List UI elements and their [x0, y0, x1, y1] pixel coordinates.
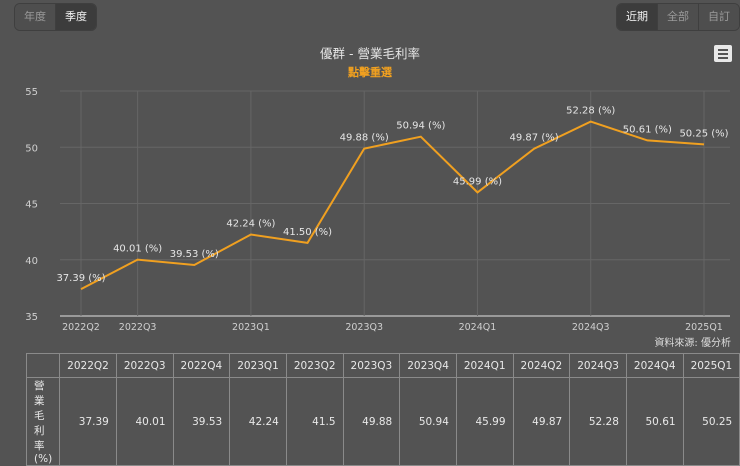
- table-row: 營業毛利率(%) 37.39 40.01 39.53 42.24 41.5 49.88 50.…: [25, 377, 740, 466]
- table-cell: 45.99: [455, 377, 514, 466]
- y-tick-label: 35: [25, 312, 38, 323]
- x-tick-label: 2022Q3: [119, 322, 157, 333]
- chart-grid: [60, 90, 730, 317]
- data-label: 52.28 (%): [566, 106, 615, 117]
- data-source: 資料來源: 優分析: [654, 338, 731, 349]
- table-cell: 49.87: [512, 377, 571, 466]
- table-header-cell: 2024Q3: [569, 353, 627, 378]
- recent-button[interactable]: 近期: [617, 4, 658, 30]
- table-cell: 37.39: [59, 377, 117, 466]
- data-label: 49.88 (%): [340, 133, 389, 144]
- x-tick-label: 2022Q2: [62, 322, 100, 333]
- data-table: 2022Q2 2022Q3 2022Q4 2023Q1 2023Q2 2023Q3 2023…: [25, 353, 740, 466]
- x-tick-label: 2024Q3: [572, 322, 610, 333]
- data-label: 37.39 (%): [56, 273, 105, 284]
- data-label: 39.53 (%): [170, 249, 219, 260]
- table-cell: 52.28: [569, 377, 627, 466]
- y-tick-label: 45: [25, 200, 38, 211]
- y-tick-label: 50: [25, 143, 38, 154]
- data-label: 41.50 (%): [283, 227, 332, 238]
- table-header-row: 2022Q2 2022Q3 2022Q4 2023Q1 2023Q2 2023Q3 2023…: [25, 353, 740, 378]
- table-cell: 41.5: [285, 377, 344, 466]
- line-chart: 35 40 45 50 55 2022Q2 2022Q3 2023Q1 2023Q3 2024Q…: [25, 87, 730, 333]
- y-tick-label: 40: [25, 256, 38, 267]
- table-cell: 42.24: [229, 377, 287, 466]
- reset-selection-link[interactable]: 點擊重選: [348, 66, 392, 79]
- x-tick-label: 2025Q1: [685, 322, 723, 333]
- custom-button[interactable]: 自訂: [699, 4, 739, 30]
- table-header-cell: 2024Q1: [455, 353, 514, 378]
- x-tick-label: 2023Q3: [345, 322, 383, 333]
- table-cell: 50.94: [399, 377, 457, 466]
- data-label: 50.94 (%): [396, 121, 445, 132]
- table-cell: 49.88: [342, 377, 401, 466]
- y-axis: 35 40 45 50 55: [25, 87, 38, 323]
- table-cell: 40.01: [115, 377, 174, 466]
- y-tick-label: 55: [25, 87, 38, 98]
- table-corner-cell: [25, 353, 61, 378]
- table-header-cell: 2025Q1: [682, 353, 740, 378]
- table-cell: 39.53: [172, 377, 231, 466]
- quarterly-button[interactable]: 季度: [56, 4, 96, 30]
- table-header-cell: 2022Q2: [59, 353, 117, 378]
- table-header-cell: 2023Q2: [285, 353, 344, 378]
- period-toggle: 年度 季度: [14, 3, 97, 31]
- table-header-cell: 2023Q3: [342, 353, 401, 378]
- data-label: 50.61 (%): [623, 124, 672, 135]
- data-label: 42.24 (%): [226, 219, 275, 230]
- table-row-label: 營業毛利率(%): [25, 377, 61, 466]
- data-labels: 37.39 (%) 40.01 (%) 39.53 (%) 42.24 (%) 41.5…: [56, 106, 728, 285]
- x-tick-label: 2024Q1: [459, 322, 497, 333]
- x-axis: 2022Q2 2022Q3 2023Q1 2023Q3 2024Q1 2024Q3 2025…: [62, 322, 723, 333]
- table-header-cell: 2023Q1: [229, 353, 287, 378]
- table-header-cell: 2022Q3: [115, 353, 174, 378]
- chart-title: 優群 - 營業毛利率: [320, 46, 420, 61]
- range-toggle: 近期 全部 自訂: [616, 3, 740, 31]
- table-header-cell: 2024Q4: [625, 353, 684, 378]
- table-cell: 50.25: [682, 377, 740, 466]
- table-cell: 50.61: [625, 377, 684, 466]
- data-label: 49.87 (%): [510, 133, 559, 144]
- data-label: 40.01 (%): [113, 244, 162, 255]
- x-tick-label: 2023Q1: [232, 322, 270, 333]
- data-label: 50.25 (%): [679, 128, 728, 139]
- table-header-cell: 2022Q4: [172, 353, 231, 378]
- series-line[interactable]: [80, 120, 705, 290]
- table-header-cell: 2023Q4: [399, 353, 457, 378]
- table-header-cell: 2024Q2: [512, 353, 571, 378]
- data-label: 45.99 (%): [453, 176, 502, 187]
- hamburger-menu-icon[interactable]: [714, 45, 732, 62]
- annual-button[interactable]: 年度: [15, 4, 56, 30]
- all-button[interactable]: 全部: [658, 4, 699, 30]
